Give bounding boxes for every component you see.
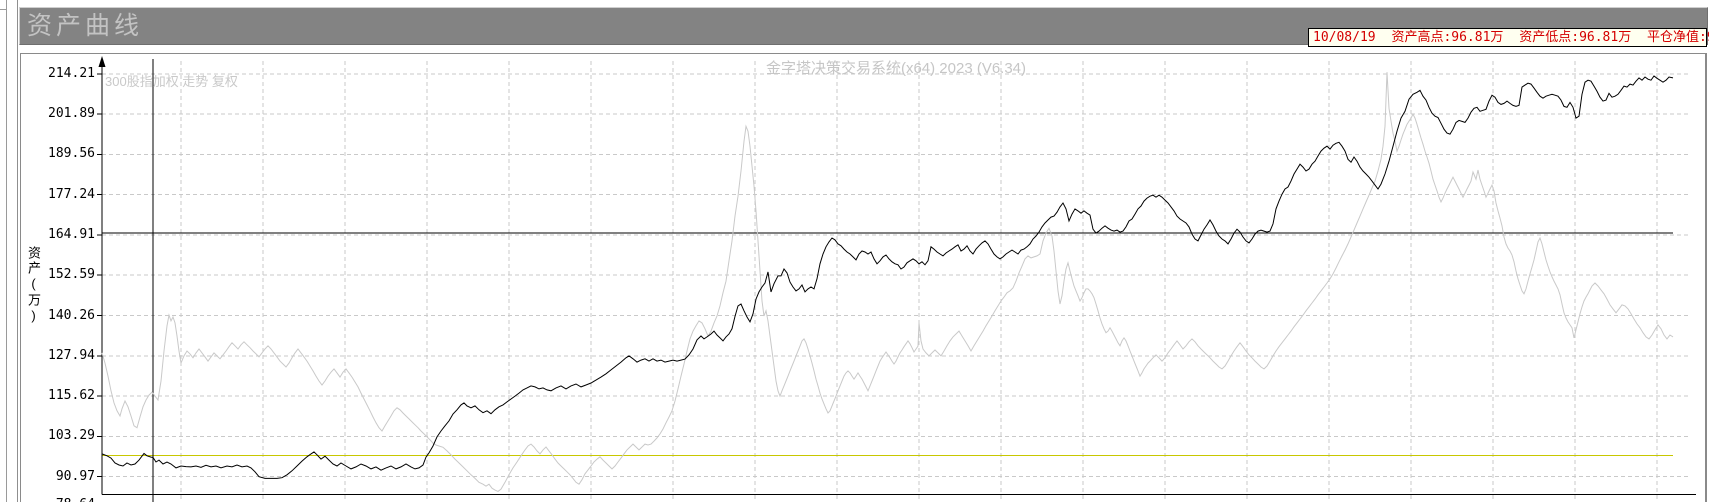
splitter-notch [0, 9, 6, 10]
y-axis-tick-label: 189.56 [48, 146, 95, 162]
pane-title: 资产曲线 [27, 12, 144, 40]
y-axis-tick-label: 214.21 [48, 65, 95, 81]
y-axis-tick-label: 140.26 [48, 307, 95, 323]
y-axis-tick-label: 103.29 [48, 428, 95, 444]
y-axis-tick-label: 127.94 [48, 347, 95, 363]
y-axis-tick-label: 201.89 [48, 106, 95, 122]
pane-titlebar[interactable]: 资产曲线 [19, 7, 1708, 45]
y-axis-tick-label: 90.97 [55, 468, 95, 484]
y-axis-tick-label: 177.24 [48, 186, 95, 202]
y-axis-tick-label: 115.62 [48, 387, 95, 403]
y-axis-title: 资产(万) [26, 246, 41, 325]
pane-splitter[interactable] [0, 0, 18, 502]
watermark-text: 金字塔决策交易系统(x64) 2023 (V6.34) [765, 60, 1027, 77]
crosshair-stats-tooltip: 10/08/19 资产高点:96.81万 资产低点:96.81万 平仓净值:96… [1308, 28, 1709, 47]
chart-panel: 金字塔决策交易系统(x64) 2023 (V6.34) 300股指加权 走势 复… [20, 53, 1707, 502]
y-axis-tick-label-clipped: 78.64 [21, 497, 95, 502]
asset-curve-chart[interactable] [21, 54, 1705, 502]
y-axis-tick-label: 164.91 [48, 227, 95, 242]
splitter-groove [6, 0, 7, 502]
benchmark-legend-label: 300股指加权 走势 复权 [105, 74, 238, 89]
stat-net-value: 平仓净值:96.81万 [1647, 30, 1709, 45]
crosshair-date: 10/08/19 [1313, 30, 1376, 45]
stat-asset-high: 资产高点:96.81万 [1391, 30, 1504, 45]
y-axis-tick-label: 152.59 [48, 267, 95, 283]
stat-asset-low: 资产低点:96.81万 [1519, 30, 1632, 45]
